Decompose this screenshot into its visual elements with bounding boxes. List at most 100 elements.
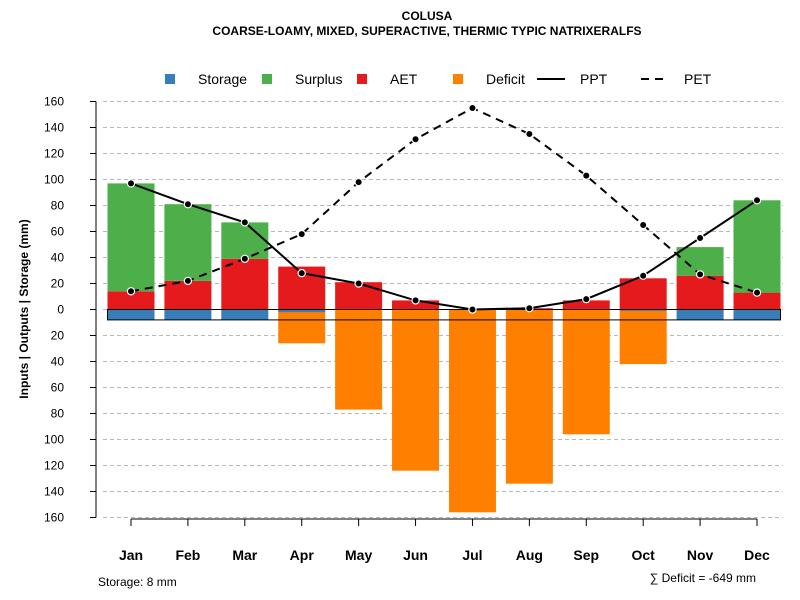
storage-bar: [164, 309, 212, 320]
series-lines: [126, 103, 762, 314]
ppt-point: [240, 218, 250, 227]
x-tick-label: Jun: [403, 547, 428, 563]
ppt-point: [638, 271, 648, 280]
pet-point: [240, 254, 250, 263]
deficit-bar: [505, 309, 553, 484]
aet-bar: [733, 292, 781, 310]
aet-legend-swatch: [357, 74, 367, 84]
pet-point: [411, 134, 420, 144]
storage-bar: [107, 309, 155, 320]
surplus-bar: [733, 200, 781, 293]
storage-bar: [619, 309, 667, 311]
deficit-legend-label: Deficit: [486, 71, 525, 87]
pet-point: [468, 103, 477, 113]
y-tick-label: 60: [51, 381, 65, 395]
ppt-point: [525, 304, 534, 313]
surplus-bar: [107, 183, 155, 292]
deficit-legend-swatch: [453, 74, 463, 84]
deficit-footnote: ∑ Deficit = -649 mm: [650, 571, 756, 585]
pet-legend-label: PET: [684, 71, 712, 87]
pet-point: [354, 177, 363, 187]
ppt-point: [354, 279, 363, 288]
x-tick-label: Feb: [175, 547, 200, 563]
deficit-bar: [448, 309, 496, 513]
y-tick-label: 40: [51, 355, 65, 369]
deficit-bar: [335, 309, 383, 410]
x-tick-label: Dec: [744, 547, 770, 563]
chart-subtitle: COARSE-LOAMY, MIXED, SUPERACTIVE, THERMI…: [212, 24, 641, 38]
chart-title: COLUSA: [402, 9, 453, 23]
storage-legend-swatch: [165, 74, 175, 84]
storage-bar: [278, 309, 326, 313]
x-tick-label: Aug: [516, 547, 543, 563]
x-tick-label: Oct: [632, 547, 656, 563]
y-tick-label: 160: [44, 511, 64, 525]
storage-band-outline: [107, 309, 781, 321]
deficit-bar: [619, 309, 667, 365]
y-tick-label: 0: [57, 303, 64, 317]
surplus-bar: [164, 204, 212, 281]
pet-point: [126, 287, 136, 296]
pet-point: [695, 270, 705, 279]
ppt-legend-label: PPT: [580, 71, 608, 87]
bars: [107, 183, 781, 513]
axes: 160 140 120 100 80 60 40 20 0 20 40 60 80 100 120 140 16…: [44, 95, 770, 564]
aet-legend-label: AET: [390, 71, 418, 87]
deficit-bar: [392, 309, 440, 471]
x-tick-label: Apr: [290, 547, 315, 563]
ppt-point: [297, 268, 306, 278]
aet-bar: [164, 280, 212, 310]
pet-point: [183, 276, 193, 286]
ppt-point: [582, 294, 591, 304]
y-tick-label: 80: [51, 199, 65, 213]
aet-bar: [392, 300, 440, 310]
aet-bar: [107, 291, 155, 310]
x-tick-label: Jan: [119, 547, 143, 563]
y-tick-label: 100: [44, 433, 64, 447]
surplus-legend-label: Surplus: [295, 71, 342, 87]
aet-bar: [221, 258, 269, 310]
ppt-point: [695, 233, 705, 243]
ppt-line: [130, 182, 758, 311]
pet-point: [638, 220, 648, 230]
storage-bar: [676, 309, 724, 320]
gridlines: [103, 101, 783, 518]
y-tick-label: 160: [44, 95, 64, 109]
deficit-bar: [562, 309, 610, 435]
storage-legend-label: Storage: [198, 71, 247, 87]
aet-bar: [619, 278, 667, 310]
y-tick-label: 100: [44, 173, 64, 187]
aet-bar: [676, 275, 724, 310]
y-tick-label: 140: [44, 121, 64, 135]
x-tick-label: Mar: [232, 547, 257, 563]
ppt-point: [752, 196, 762, 205]
y-tick-label: 20: [51, 277, 65, 291]
x-tick-label: Jul: [462, 547, 482, 563]
ppt-point: [126, 179, 136, 188]
y-tick-label: 140: [44, 485, 64, 499]
legend: Storage Surplus AET Deficit PPT PET: [165, 71, 712, 87]
ppt-point: [411, 296, 420, 305]
y-tick-label: 120: [44, 459, 64, 473]
pet-point: [525, 129, 534, 139]
storage-footnote: Storage: 8 mm: [98, 575, 177, 589]
storage-bar: [221, 309, 269, 320]
pet-point: [752, 288, 762, 297]
y-tick-label: 80: [51, 407, 65, 421]
y-tick-label: 120: [44, 147, 64, 161]
x-tick-label: Sep: [573, 547, 599, 563]
surplus-bar: [221, 222, 269, 259]
x-tick-label: Nov: [687, 547, 714, 563]
y-tick-label: 60: [51, 225, 65, 239]
surplus-legend-swatch: [262, 74, 272, 84]
y-axis-label: Inputs | Outputs | Storage (mm): [17, 219, 31, 398]
deficit-bar: [278, 309, 326, 344]
pet-point: [297, 229, 306, 239]
storage-bar: [733, 309, 781, 320]
ppt-point: [468, 305, 477, 314]
y-tick-label: 20: [51, 329, 65, 343]
ppt-point: [183, 199, 193, 209]
y-tick-label: 40: [51, 251, 65, 265]
pet-point: [582, 171, 591, 180]
